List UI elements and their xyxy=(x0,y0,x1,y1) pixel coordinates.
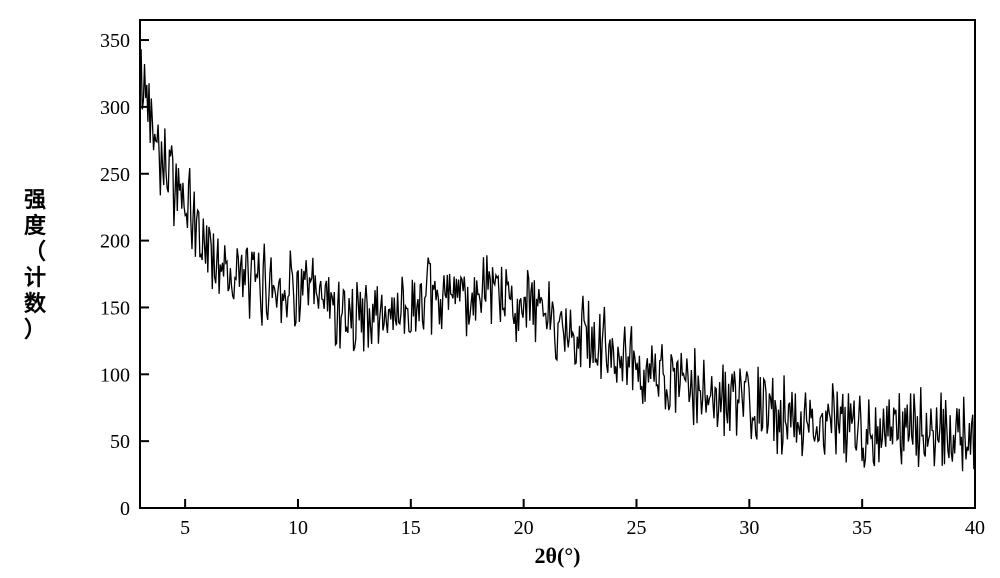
x-tick-label: 20 xyxy=(514,517,534,539)
y-axis-label-char: （ xyxy=(24,239,46,264)
x-tick-label: 30 xyxy=(739,517,759,539)
y-axis-label-char: 数 xyxy=(24,291,47,316)
chart-container: 5 10 15 20 25 30 35 40 0 50 100 150 200 250 300 350 2θ(°… xyxy=(0,0,1000,578)
y-axis-label-char: 计 xyxy=(24,265,46,290)
x-axis-label: 2θ(°) xyxy=(535,543,581,568)
xrd-chart: 5 10 15 20 25 30 35 40 0 50 100 150 200 250 300 350 2θ(°… xyxy=(0,0,1000,578)
x-tick-label: 35 xyxy=(852,517,872,539)
y-tick-label: 150 xyxy=(100,297,130,319)
x-tick-label: 10 xyxy=(288,517,308,539)
y-axis-label-char: 度 xyxy=(24,213,47,238)
y-axis-label-char: 强 xyxy=(24,187,46,212)
x-tick-label: 25 xyxy=(626,517,646,539)
y-tick-label: 350 xyxy=(100,30,130,52)
y-tick-label: 200 xyxy=(100,231,130,253)
chart-background xyxy=(0,0,1000,578)
y-tick-label: 300 xyxy=(100,97,130,119)
y-tick-label: 100 xyxy=(100,364,130,386)
y-tick-label: 0 xyxy=(120,498,130,520)
y-tick-label: 50 xyxy=(110,431,130,453)
x-tick-label: 40 xyxy=(965,517,985,539)
y-axis-label-char: ） xyxy=(24,317,46,342)
x-tick-label: 15 xyxy=(401,517,421,539)
x-tick-label: 5 xyxy=(180,517,190,539)
y-tick-label: 250 xyxy=(100,164,130,186)
